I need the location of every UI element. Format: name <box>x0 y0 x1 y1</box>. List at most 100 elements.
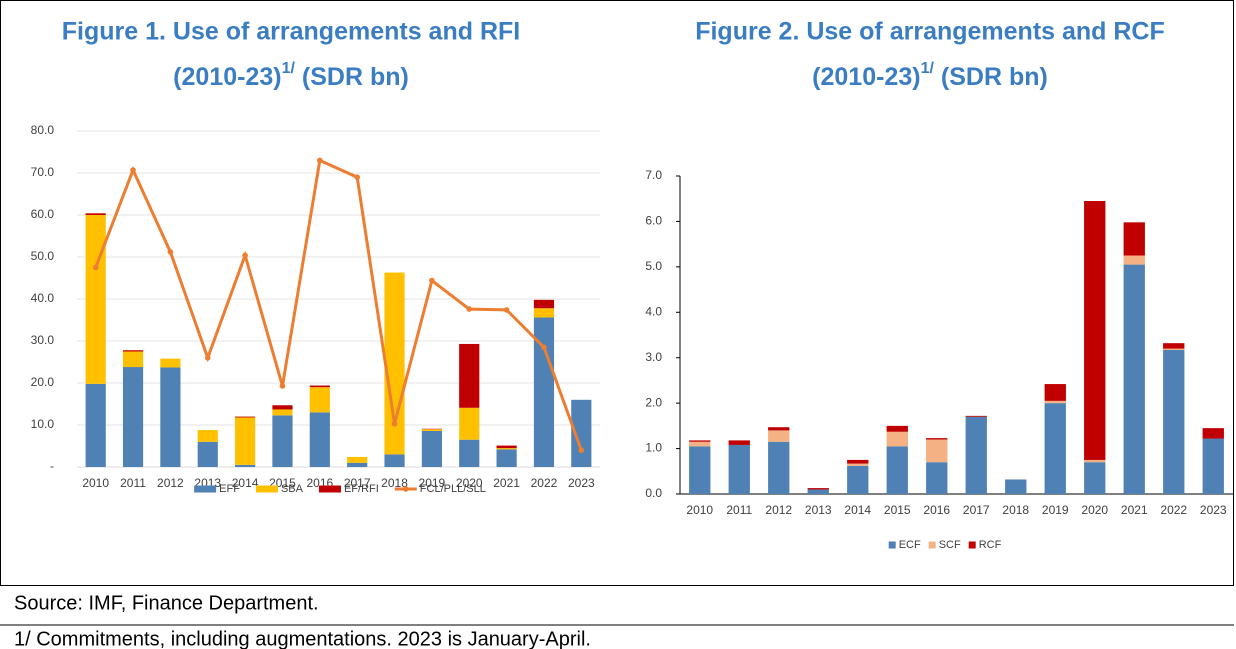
bar <box>235 464 256 467</box>
line-marker <box>167 249 174 255</box>
y-tick-label: 6.0 <box>645 214 662 228</box>
legend-symbol <box>888 541 896 549</box>
line-marker <box>391 420 398 427</box>
bar <box>1044 403 1066 494</box>
bar <box>689 441 711 447</box>
bar <box>847 465 869 494</box>
title-superscript: 1/ <box>282 60 296 77</box>
line-marker <box>92 264 99 271</box>
bar <box>1005 479 1027 494</box>
bar <box>459 343 480 408</box>
y-tick-label: 20.0 <box>31 375 55 389</box>
x-tick-label: 2023 <box>568 476 595 490</box>
line-marker <box>279 383 286 389</box>
bar <box>533 317 555 467</box>
legend-symbol <box>402 486 409 492</box>
x-tick-label: 2010 <box>82 476 109 490</box>
x-tick-label: 2018 <box>381 476 408 490</box>
bar <box>1044 400 1066 404</box>
legend-label: SCF <box>939 539 961 551</box>
y-tick-label: 50.0 <box>31 249 55 263</box>
bar <box>533 308 555 318</box>
line-marker <box>354 174 360 180</box>
x-tick-label: 2016 <box>923 503 950 517</box>
bar <box>85 383 106 467</box>
y-tick-label: 80.0 <box>31 123 55 137</box>
bar <box>160 367 181 467</box>
line-marker <box>204 355 211 361</box>
bar <box>272 415 293 467</box>
line-marker <box>130 167 136 173</box>
y-tick-label: 70.0 <box>31 165 55 179</box>
bar <box>496 445 517 449</box>
bar <box>689 440 711 442</box>
bar <box>459 407 480 440</box>
bar <box>926 438 948 440</box>
bar <box>728 444 750 494</box>
line-marker <box>466 306 473 312</box>
x-tick-label: 2021 <box>493 476 520 490</box>
legend-item: RCF <box>968 539 1002 551</box>
x-tick-label: 2011 <box>120 476 146 490</box>
line-marker <box>317 157 323 164</box>
bar <box>122 367 144 467</box>
line <box>94 158 583 451</box>
bar <box>768 441 790 494</box>
bar <box>886 431 908 447</box>
y-tick-label: 3.0 <box>645 350 662 364</box>
line-marker <box>503 307 510 313</box>
bar <box>965 415 987 417</box>
x-tick-label: 2022 <box>531 476 558 490</box>
bar <box>533 299 555 309</box>
legend-symbol <box>255 485 278 493</box>
bar <box>197 430 218 442</box>
bar <box>1044 384 1066 401</box>
bar <box>421 429 442 431</box>
bar <box>886 425 908 432</box>
x-tick-label: 2019 <box>419 476 446 490</box>
legend-label: SBA <box>281 483 304 495</box>
bar <box>965 416 987 494</box>
bar <box>309 387 330 413</box>
bar <box>496 449 517 467</box>
bar <box>122 351 144 368</box>
bar <box>85 213 106 215</box>
legend-symbol <box>318 485 341 493</box>
source: Source: IMF, Finance Department. <box>14 592 319 614</box>
bar <box>1163 349 1185 494</box>
bar <box>1202 428 1224 439</box>
legend-item: SCF <box>928 539 961 551</box>
bar <box>235 416 256 418</box>
bar <box>847 459 869 464</box>
legend-item: EF/RFI <box>318 483 379 495</box>
y-tick-label: 2.0 <box>645 395 662 409</box>
bar <box>768 430 790 442</box>
bar <box>807 489 829 494</box>
note: 1/ Commitments, including augmentations.… <box>14 628 591 649</box>
bar <box>571 399 592 467</box>
y-tick-label: 1.0 <box>645 441 662 455</box>
bar <box>926 439 948 463</box>
bar <box>847 463 869 466</box>
legend-label: EFF <box>219 483 240 495</box>
x-tick-label: 2014 <box>232 476 259 490</box>
x-tick-label: 2017 <box>963 503 990 517</box>
bar <box>384 272 405 455</box>
x-tick-label: 2021 <box>1121 503 1148 517</box>
legend-symbol <box>194 485 217 493</box>
bar <box>1084 459 1106 463</box>
legend-item: FCL/PLL/SLL <box>394 483 486 495</box>
bar <box>272 405 293 410</box>
bar <box>347 456 368 463</box>
x-tick-label: 2011 <box>726 503 752 517</box>
x-tick-label: 2015 <box>884 503 911 517</box>
y-tick-label: 7.0 <box>645 168 662 182</box>
legend-label: RCF <box>979 539 1002 551</box>
x-tick-label: 2023 <box>1200 503 1227 517</box>
y-tick-label: - <box>50 459 54 473</box>
legend-symbol <box>928 541 936 549</box>
bar <box>1084 462 1106 494</box>
bar <box>926 462 948 494</box>
x-tick-label: 2019 <box>1042 503 1069 517</box>
legend-label: EF/RFI <box>344 483 379 495</box>
